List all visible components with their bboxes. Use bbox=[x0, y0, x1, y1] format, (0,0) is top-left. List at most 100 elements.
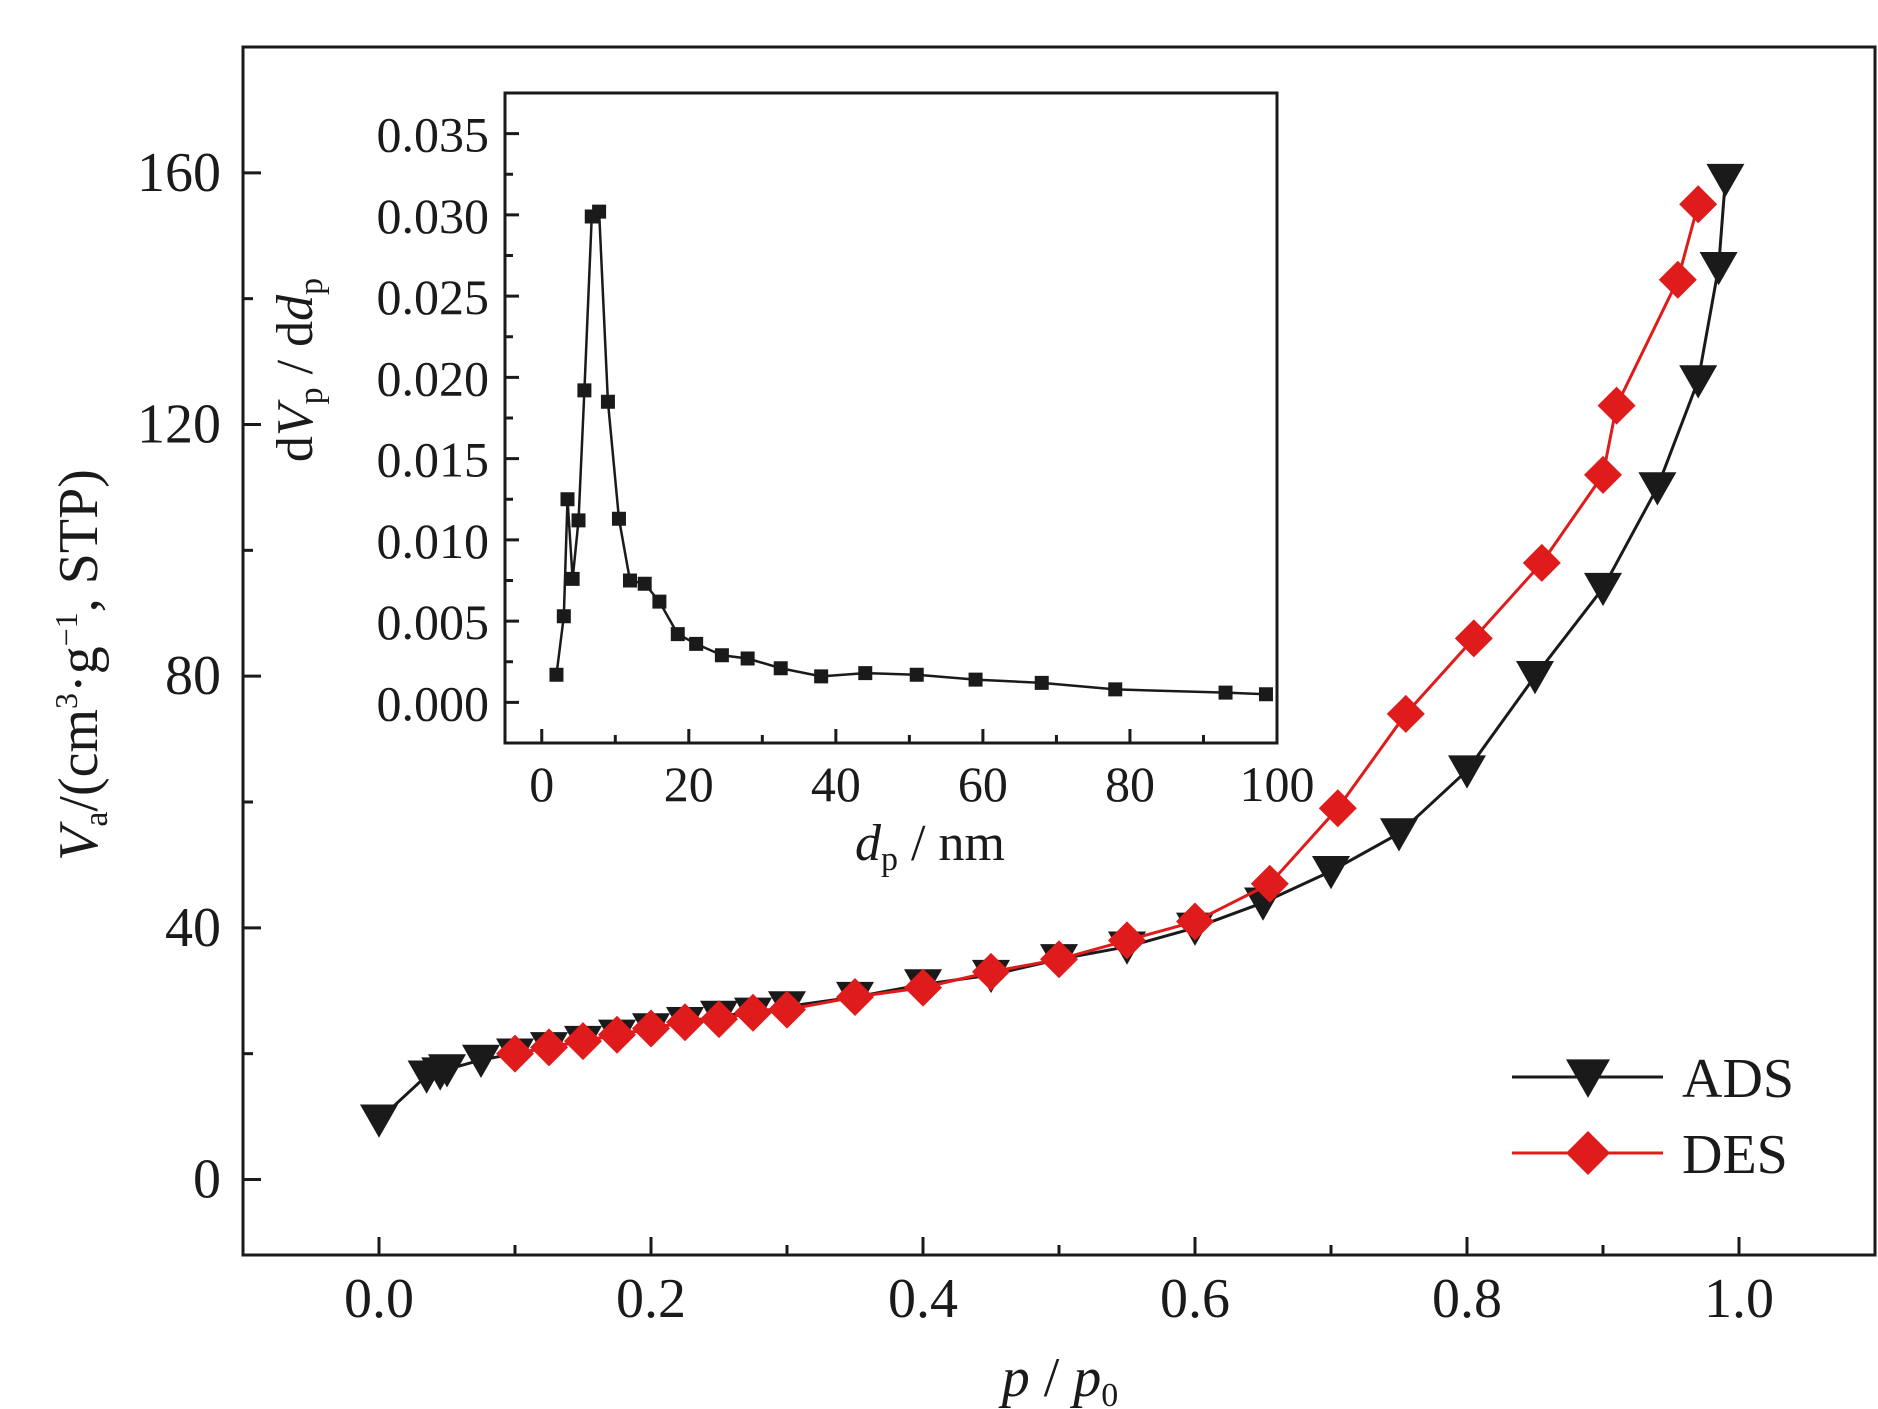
inset-series-point bbox=[571, 513, 586, 528]
main-ads-point bbox=[1380, 818, 1418, 852]
inset-series-point bbox=[622, 573, 637, 588]
inset-series-layer bbox=[549, 204, 1273, 702]
legend-des-label: DES bbox=[1682, 1124, 1788, 1186]
main-des-point bbox=[972, 952, 1010, 991]
main-des-point bbox=[836, 978, 874, 1017]
inset-series-point bbox=[909, 667, 924, 682]
inset-series-point bbox=[556, 609, 571, 624]
inset-x-tick-label: 20 bbox=[664, 756, 714, 812]
inset-series-point bbox=[560, 492, 575, 507]
main-ads-point bbox=[462, 1044, 500, 1079]
inset-y-tick-label: 0.000 bbox=[377, 675, 490, 731]
inset-axis-ticks: 0 20 40 60 80 100 0.000 0.005 0.010 0.015 0.020 0.0… bbox=[377, 107, 1315, 812]
main-des-point bbox=[1679, 185, 1718, 224]
inset-series-point bbox=[600, 394, 615, 409]
main-des-point bbox=[1522, 543, 1561, 582]
inset-series-point bbox=[814, 669, 829, 684]
inset-y-axis-title: dVp / ddp bbox=[267, 278, 330, 462]
inset-series-point bbox=[637, 576, 652, 591]
inset-series-point bbox=[592, 204, 607, 219]
main-des-point bbox=[734, 993, 772, 1032]
legend-ads-marker bbox=[1566, 1059, 1610, 1098]
main-des-point bbox=[700, 1000, 738, 1039]
inset-series-point bbox=[740, 651, 755, 666]
main-ads-point bbox=[360, 1104, 398, 1138]
main-des-point bbox=[564, 1022, 602, 1061]
main-ads-point bbox=[1312, 856, 1350, 890]
inset-series-line bbox=[555, 210, 1267, 696]
main-des-point bbox=[666, 1003, 704, 1042]
main-des-point bbox=[1040, 940, 1078, 979]
inset-x-tick-label: 40 bbox=[811, 756, 861, 812]
inset-series-point bbox=[858, 666, 873, 681]
legend-ads-label: ADS bbox=[1682, 1048, 1794, 1110]
inset-series-point bbox=[611, 511, 626, 526]
main-y-tick-label: 40 bbox=[165, 897, 221, 959]
inset-series-point bbox=[689, 636, 704, 651]
inset-y-tick-label: 0.005 bbox=[377, 594, 490, 650]
main-des-point bbox=[1386, 694, 1425, 733]
inset-y-tick-label: 0.010 bbox=[377, 513, 490, 569]
main-y-tick-label: 80 bbox=[165, 645, 221, 707]
inset-series-point bbox=[773, 661, 788, 676]
main-ads-point bbox=[428, 1054, 466, 1088]
inset-series-point bbox=[670, 627, 685, 642]
main-y-tick-label: 120 bbox=[137, 394, 221, 456]
inset-x-tick-label: 0 bbox=[529, 756, 554, 812]
inset-series-point bbox=[714, 648, 729, 663]
main-des-point bbox=[1176, 902, 1214, 941]
inset-series-point bbox=[549, 667, 564, 682]
inset-series-point bbox=[1218, 685, 1233, 700]
main-x-tick-label: 0.8 bbox=[1432, 1268, 1502, 1330]
main-x-tick-label: 0.4 bbox=[888, 1268, 958, 1330]
main-y-tick-label: 160 bbox=[137, 142, 221, 204]
main-des-point bbox=[904, 968, 942, 1007]
main-ads-point bbox=[1638, 472, 1677, 506]
main-x-tick-label: 0.0 bbox=[344, 1268, 414, 1330]
inset-plot-frame bbox=[503, 91, 1279, 745]
legend: ADS DES bbox=[1512, 1048, 1794, 1186]
main-ads-point bbox=[1699, 252, 1738, 286]
inset-x-tick-label: 100 bbox=[1240, 756, 1315, 812]
main-ads-point bbox=[1516, 660, 1554, 695]
inset-series-point bbox=[1034, 675, 1049, 690]
inset-series-point bbox=[1258, 687, 1273, 702]
main-des-point bbox=[1658, 260, 1697, 299]
inset-y-tick-label: 0.025 bbox=[377, 269, 490, 325]
main-des-point bbox=[598, 1015, 636, 1054]
main-des-point bbox=[1454, 619, 1493, 658]
main-x-tick-label: 1.0 bbox=[1704, 1268, 1774, 1330]
main-des-point bbox=[1597, 386, 1636, 425]
legend-des-marker bbox=[1566, 1131, 1610, 1175]
main-x-tick-label: 0.2 bbox=[616, 1268, 686, 1330]
main-des-point bbox=[1318, 789, 1357, 828]
inset-series-point bbox=[968, 672, 983, 687]
inset-y-tick-label: 0.035 bbox=[377, 107, 490, 163]
main-x-tick-label: 0.6 bbox=[1160, 1268, 1230, 1330]
inset-x-tick-label: 60 bbox=[958, 756, 1008, 812]
main-des-point bbox=[1108, 921, 1146, 960]
inset-x-tick-label: 80 bbox=[1105, 756, 1155, 812]
main-des-point bbox=[530, 1028, 568, 1067]
main-x-axis-title: p / p0 bbox=[998, 1347, 1119, 1409]
main-y-axis-title: Va/(cm3·g−1, STP) bbox=[48, 469, 115, 861]
main-des-point bbox=[1584, 455, 1622, 494]
inset-y-tick-label: 0.015 bbox=[377, 432, 490, 488]
inset-y-tick-label: 0.030 bbox=[377, 188, 490, 244]
inset-series-point bbox=[577, 383, 592, 398]
main-ads-point bbox=[1448, 755, 1486, 789]
inset-series-point bbox=[652, 594, 667, 609]
main-axis-ticks: 0.0 0.2 0.4 0.6 0.8 1.0 0 40 80 120 160 bbox=[137, 142, 1774, 1330]
inset-series-point bbox=[1108, 682, 1123, 697]
main-ads-point bbox=[1679, 365, 1718, 399]
inset-series-point bbox=[565, 571, 580, 586]
main-des-point bbox=[768, 990, 806, 1029]
main-ads-point bbox=[1706, 163, 1745, 198]
main-des-point bbox=[496, 1034, 534, 1073]
main-series-layer bbox=[360, 163, 1745, 1138]
main-ads-point bbox=[1584, 572, 1622, 607]
main-y-tick-label: 0 bbox=[193, 1149, 221, 1211]
inset-y-tick-label: 0.020 bbox=[377, 350, 490, 406]
main-des-point bbox=[632, 1009, 670, 1048]
